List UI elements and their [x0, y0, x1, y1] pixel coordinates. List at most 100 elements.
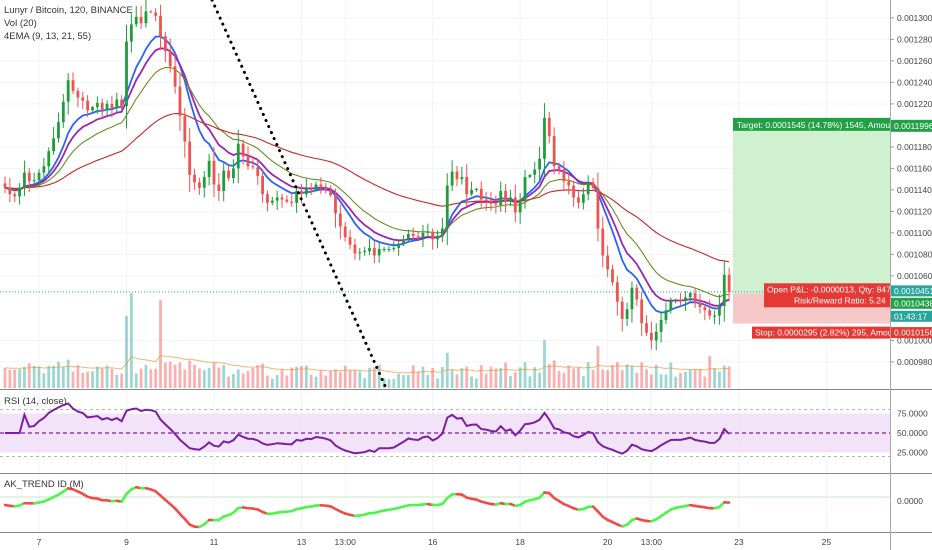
candle-body — [154, 12, 158, 16]
volume-bar — [13, 369, 17, 388]
candle-body — [217, 184, 221, 191]
axis-tag-target: 0.0011996 — [891, 119, 932, 132]
candle-body — [635, 287, 639, 300]
candle-body — [504, 190, 507, 202]
candle-body — [669, 300, 673, 311]
candle-body — [455, 171, 459, 180]
volume-bar — [727, 366, 731, 388]
candle-body — [212, 160, 216, 185]
volume-bar — [499, 367, 503, 388]
candle-body — [91, 107, 94, 111]
volume-bar — [718, 371, 721, 388]
target-label-box[interactable] — [733, 117, 890, 131]
dotted-trendline[interactable] — [210, 0, 388, 390]
candle-body — [518, 199, 522, 213]
volume-bar — [591, 369, 595, 388]
volume-bar — [674, 376, 678, 388]
volume-bar — [586, 362, 590, 388]
rsi-legend[interactable]: RSI (14, close) — [4, 396, 67, 407]
volume-legend[interactable]: Vol (20) — [4, 18, 37, 29]
volume-bar — [222, 365, 226, 388]
volume-bar — [489, 366, 493, 388]
target-zone[interactable] — [733, 125, 890, 294]
volume-bar — [168, 361, 172, 388]
candle-body — [319, 184, 323, 187]
candle-body — [144, 11, 148, 24]
volume-bar — [562, 372, 566, 388]
candle-body — [193, 174, 196, 183]
stop-label: Stop: 0.0000295 (2.82%) 295, Amou — [755, 328, 893, 338]
candle-body — [32, 180, 36, 182]
symbol-legend[interactable]: Lunyr / Bitcoin, 120, BINANCE — [4, 5, 133, 16]
candle-body — [489, 200, 493, 204]
volume-bar — [159, 300, 162, 388]
ema-line-21 — [4, 66, 730, 298]
volume-bar — [129, 293, 133, 388]
candle-body — [120, 99, 124, 107]
volume-bar — [426, 374, 430, 388]
time-tick-label: 25 — [822, 537, 832, 547]
candle-body — [684, 297, 687, 301]
candle-body — [66, 80, 70, 102]
volume-bar — [387, 379, 391, 388]
volume-bar — [115, 374, 119, 388]
volume-ma-line — [4, 354, 730, 374]
volume-bar — [669, 362, 673, 388]
candle-body — [460, 176, 464, 180]
volume-bar — [470, 376, 473, 388]
rsi-axis[interactable]: 75.0000 50.0000 25.0000 — [897, 409, 928, 458]
candle-body — [110, 103, 114, 109]
candle-body — [18, 187, 21, 197]
candle-body — [586, 182, 590, 195]
candle-body — [37, 172, 41, 181]
ak-trend-legend[interactable]: AK_TREND ID (M) — [4, 479, 84, 490]
volume-bar — [207, 367, 211, 388]
volume-bar — [183, 369, 187, 388]
volume-bar — [314, 376, 318, 388]
volume-bar — [460, 368, 464, 388]
pl-label-box[interactable] — [764, 283, 890, 308]
candle-body — [615, 282, 619, 302]
candle-body — [300, 190, 303, 195]
ak-trend-line — [3, 485, 731, 529]
trend-axis[interactable]: 0.0000 — [897, 496, 923, 506]
volume-bar — [421, 366, 425, 388]
candle-body — [611, 269, 614, 283]
candle-body — [475, 188, 478, 190]
candle-body — [445, 185, 449, 229]
candle-body — [76, 90, 80, 98]
volume-bar — [645, 369, 648, 388]
candle-body — [295, 190, 298, 203]
volume-bar — [319, 370, 323, 388]
candle-body — [304, 188, 308, 195]
candle-body — [251, 166, 255, 168]
stop-label-box[interactable] — [752, 326, 890, 339]
volume-bar — [256, 365, 260, 388]
volume-bar — [37, 366, 41, 388]
ema-legend[interactable]: 4EMA (9, 13, 21, 55) — [4, 31, 91, 42]
volume-bar — [382, 378, 386, 388]
rsi-tick-label: 25.0000 — [897, 448, 928, 458]
volume-bars — [3, 293, 731, 388]
time-tick-label: 23 — [734, 537, 744, 547]
trend-tick-label: 0.0000 — [897, 496, 923, 506]
volume-bar — [431, 368, 435, 388]
volume-bar — [504, 362, 507, 388]
time-axis[interactable]: 7 9 11 13 13:00 16 18 20 13:00 23 25 — [37, 537, 832, 547]
candle-body — [664, 310, 668, 320]
candle-body — [163, 36, 167, 52]
candle-body — [382, 249, 386, 251]
candle-body — [57, 122, 60, 139]
volume-bar — [105, 365, 109, 388]
volume-bar — [338, 371, 342, 388]
time-tick-label: 13:00 — [335, 537, 357, 547]
candle-body — [606, 255, 610, 270]
volume-bar — [445, 352, 449, 388]
